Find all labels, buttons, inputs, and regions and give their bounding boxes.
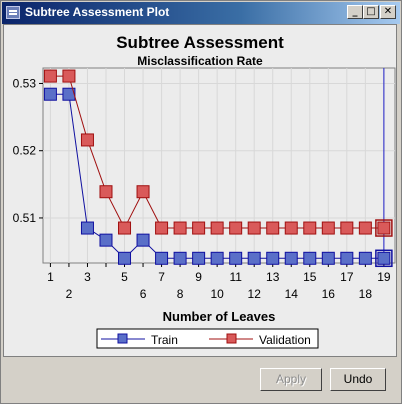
point-train[interactable] — [377, 251, 391, 265]
selected-point-validation[interactable] — [375, 219, 393, 237]
point-train[interactable] — [43, 87, 57, 101]
point-train[interactable] — [99, 233, 113, 247]
x-tick-label: 1 — [47, 270, 54, 284]
maximize-button[interactable]: □ — [363, 5, 379, 19]
point-train[interactable] — [155, 251, 169, 265]
point-train[interactable] — [321, 251, 335, 265]
x-tick-label: 11 — [229, 270, 242, 284]
legend-validation-label: Validation — [259, 333, 311, 347]
close-button[interactable]: ✕ — [380, 5, 396, 19]
point-validation[interactable] — [80, 133, 94, 147]
y-tick-label: 0.52 — [13, 144, 37, 158]
point-validation[interactable] — [229, 221, 243, 235]
legend-train-marker — [117, 333, 128, 344]
point-train[interactable] — [358, 251, 372, 265]
point-train[interactable] — [340, 251, 354, 265]
x-tick-label: 5 — [121, 270, 128, 284]
y-tick-label: 0.53 — [13, 76, 37, 90]
point-validation[interactable] — [173, 221, 187, 235]
x-tick-label: 10 — [210, 287, 224, 301]
point-validation[interactable] — [155, 221, 169, 235]
x-tick-label: 15 — [303, 270, 317, 284]
point-train[interactable] — [266, 251, 280, 265]
point-validation[interactable] — [303, 221, 317, 235]
x-tick-label: 7 — [158, 270, 165, 284]
x-tick-label: 13 — [266, 270, 280, 284]
point-validation[interactable] — [284, 221, 298, 235]
point-validation[interactable] — [377, 221, 391, 235]
point-validation[interactable] — [43, 69, 57, 83]
point-validation[interactable] — [340, 221, 354, 235]
x-tick-label: 12 — [248, 287, 262, 301]
point-train[interactable] — [229, 251, 243, 265]
x-tick-label: 3 — [84, 270, 91, 284]
point-train[interactable] — [62, 87, 76, 101]
chart-title: Subtree Assessment — [116, 33, 284, 52]
legend-train-label: Train — [151, 333, 178, 347]
point-train[interactable] — [173, 251, 187, 265]
point-validation[interactable] — [99, 185, 113, 199]
point-validation[interactable] — [321, 221, 335, 235]
point-train[interactable] — [192, 251, 206, 265]
point-validation[interactable] — [266, 221, 280, 235]
legend: Train Validation — [96, 328, 319, 349]
point-train[interactable] — [80, 221, 94, 235]
x-tick-label: 17 — [340, 270, 354, 284]
point-train[interactable] — [136, 233, 150, 247]
point-validation[interactable] — [62, 69, 76, 83]
series-layer — [43, 68, 393, 268]
app-icon — [6, 6, 20, 19]
point-train[interactable] — [284, 251, 298, 265]
subtree-assessment-chart[interactable]: Subtree Assessment Misclassification Rat… — [1, 1, 402, 361]
x-tick-label: 6 — [140, 287, 147, 301]
selected-point-train[interactable] — [375, 249, 393, 268]
legend-validation-marker — [226, 333, 237, 344]
window-title: Subtree Assessment Plot — [25, 5, 170, 19]
point-train[interactable] — [303, 251, 317, 265]
x-tick-label: 14 — [285, 287, 299, 301]
point-validation[interactable] — [192, 221, 206, 235]
x-tick-label: 18 — [359, 287, 373, 301]
point-validation[interactable] — [210, 221, 224, 235]
undo-button[interactable]: Undo — [330, 368, 386, 391]
x-axis: 1 3 5 7 9 11 13 15 17 192 6 8 10 12 14 16 18 — [47, 263, 391, 301]
chart-subtitle: Misclassification Rate — [137, 54, 263, 68]
minimize-button[interactable]: _ — [347, 5, 363, 19]
x-tick-label: 16 — [322, 287, 336, 301]
point-validation[interactable] — [247, 221, 261, 235]
point-validation[interactable] — [136, 185, 150, 199]
legend-box — [96, 328, 319, 349]
x-tick-label: 8 — [177, 287, 184, 301]
x-tick-label: 9 — [195, 270, 202, 284]
point-train[interactable] — [210, 251, 224, 265]
y-tick-label: 0.51 — [13, 211, 37, 225]
title-bar[interactable]: Subtree Assessment Plot _ □ ✕ — [2, 2, 400, 24]
x-tick-label: 2 — [66, 287, 73, 301]
point-validation[interactable] — [358, 221, 372, 235]
point-train[interactable] — [118, 251, 132, 265]
x-axis-label: Number of Leaves — [163, 309, 276, 324]
point-validation[interactable] — [118, 221, 132, 235]
point-train[interactable] — [247, 251, 261, 265]
x-tick-label: 19 — [377, 270, 391, 284]
y-axis: 0.51 0.52 0.53 — [13, 76, 43, 225]
apply-button[interactable]: Apply — [260, 368, 322, 391]
